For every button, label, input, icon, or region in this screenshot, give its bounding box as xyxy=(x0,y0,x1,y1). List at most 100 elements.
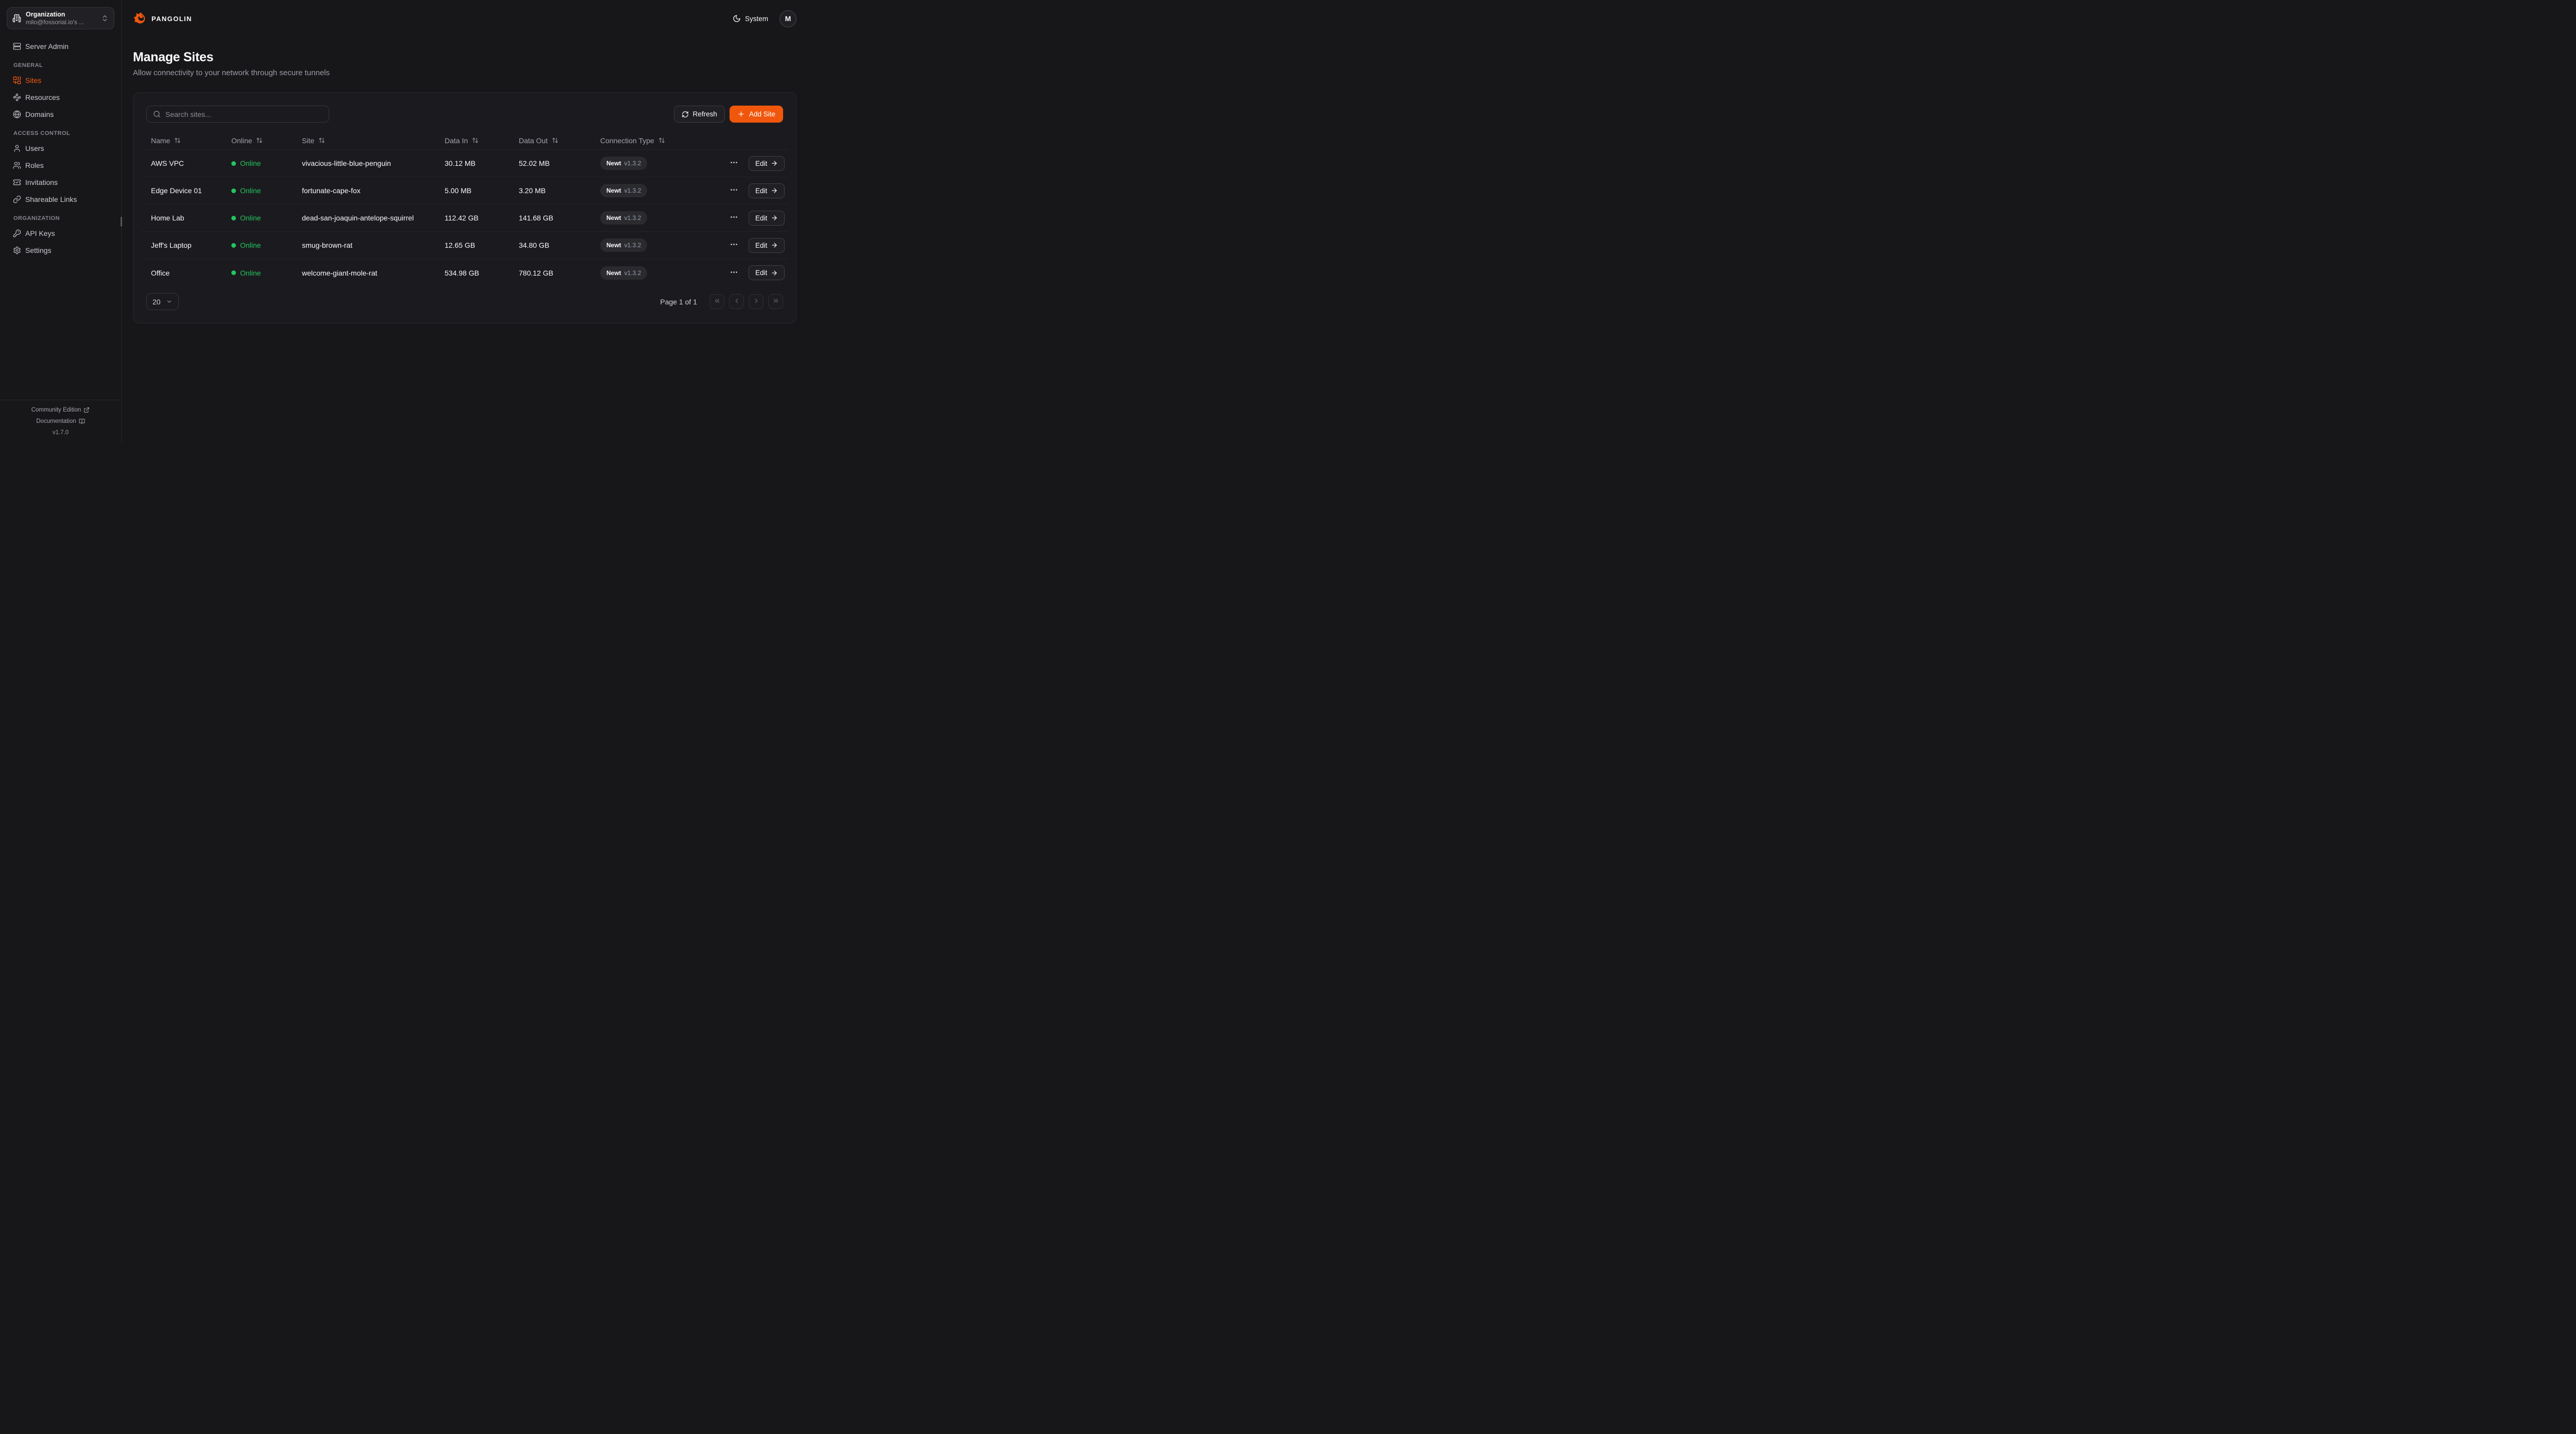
cell-online: Online xyxy=(222,214,293,222)
page-size-select[interactable]: 20 xyxy=(146,293,179,310)
edit-button[interactable]: Edit xyxy=(749,156,785,171)
connection-name: Newt xyxy=(606,187,621,194)
previous-page-button[interactable] xyxy=(729,294,744,309)
documentation-link[interactable]: Documentation xyxy=(36,418,85,424)
pager-buttons xyxy=(709,294,783,309)
sidebar-item-resources[interactable]: Resources xyxy=(7,89,114,106)
sidebar-item-api-keys[interactable]: API Keys xyxy=(7,225,114,242)
column-header-data-out[interactable]: Data Out xyxy=(510,136,591,145)
edit-button[interactable]: Edit xyxy=(749,183,785,198)
edit-button[interactable]: Edit xyxy=(749,265,785,280)
sites-table: Name Online Site Data In Data Out Connec… xyxy=(142,131,788,286)
sidebar-item-roles[interactable]: Roles xyxy=(7,157,114,174)
sidebar-item-label: Users xyxy=(25,144,44,152)
cell-online: Online xyxy=(222,159,293,167)
connection-name: Newt xyxy=(606,242,621,249)
cell-online: Online xyxy=(222,186,293,195)
row-menu-button[interactable] xyxy=(728,239,739,251)
row-menu-button[interactable] xyxy=(728,157,739,169)
edit-button-label: Edit xyxy=(755,241,768,249)
sidebar-item-label: Domains xyxy=(25,110,54,118)
refresh-icon xyxy=(682,111,689,118)
table-row: Office Online welcome-giant-mole-rat 534… xyxy=(142,259,788,286)
sidebar-section-access-control: ACCESS CONTROL Users Roles Invitations S… xyxy=(7,131,114,208)
cell-name: Edge Device 01 xyxy=(151,186,202,195)
cell-data-in: 30.12 MB xyxy=(445,159,476,167)
cell-connection-type: Newt v1.3.2 xyxy=(591,157,719,170)
sidebar-item-label: Sites xyxy=(25,76,42,84)
cell-actions: Edit xyxy=(719,265,796,280)
sidebar-section-label: ACCESS CONTROL xyxy=(13,130,71,136)
cell-actions: Edit xyxy=(719,183,796,198)
row-menu-button[interactable] xyxy=(728,184,739,197)
online-status-dot xyxy=(231,161,236,166)
theme-toggle-button[interactable]: System xyxy=(733,14,768,23)
column-header-online[interactable]: Online xyxy=(222,136,293,145)
first-page-button[interactable] xyxy=(709,294,724,309)
brand[interactable]: PANGOLIN xyxy=(133,11,192,27)
connection-version: v1.3.2 xyxy=(624,242,641,249)
online-status-label: Online xyxy=(240,268,261,277)
next-page-button[interactable] xyxy=(749,294,764,309)
sidebar-item-settings[interactable]: Settings xyxy=(7,242,114,259)
sidebar-footer: Community Edition Documentation v1.7.0 xyxy=(0,400,121,443)
sidebar-section-label: GENERAL xyxy=(13,62,43,69)
edit-button[interactable]: Edit xyxy=(749,237,785,253)
search-icon xyxy=(153,110,161,118)
arrow-up-down-icon xyxy=(552,137,558,144)
sidebar-item-sites[interactable]: Sites xyxy=(7,72,114,89)
connection-name: Newt xyxy=(606,214,621,221)
ellipsis-icon xyxy=(730,158,738,168)
avatar[interactable]: M xyxy=(779,10,796,27)
sidebar-resize-handle[interactable] xyxy=(121,217,122,227)
add-site-button[interactable]: Add Site xyxy=(729,106,783,123)
community-edition-link[interactable]: Community Edition xyxy=(31,407,90,413)
cell-data-out: 34.80 GB xyxy=(519,241,550,249)
sidebar-item-shareable-links[interactable]: Shareable Links xyxy=(7,191,114,208)
external-link-icon xyxy=(83,407,90,413)
search-input[interactable] xyxy=(165,110,323,118)
row-menu-button[interactable] xyxy=(728,267,739,279)
arrow-up-down-icon xyxy=(174,137,181,144)
sidebar-item-users[interactable]: Users xyxy=(7,140,114,157)
topbar-right: System M xyxy=(733,10,796,27)
column-header-data-in[interactable]: Data In xyxy=(435,136,510,145)
online-status-dot xyxy=(231,243,236,248)
last-page-button[interactable] xyxy=(768,294,783,309)
settings-icon xyxy=(13,246,21,254)
org-switcher[interactable]: Organization milo@fossorial.io's ... xyxy=(7,7,114,29)
edit-button[interactable]: Edit xyxy=(749,210,785,226)
plus-icon xyxy=(737,110,745,118)
row-menu-button[interactable] xyxy=(728,212,739,224)
online-status-label: Online xyxy=(240,186,261,195)
sidebar-item-server-admin[interactable]: Server Admin xyxy=(7,38,114,55)
sidebar-item-invitations[interactable]: Invitations xyxy=(7,174,114,191)
sites-toolbar: Refresh Add Site xyxy=(133,106,796,123)
connection-type-badge: Newt v1.3.2 xyxy=(600,266,648,280)
sidebar-section-general: GENERAL Sites Resources Domains xyxy=(7,63,114,123)
connection-version: v1.3.2 xyxy=(624,214,641,221)
cell-connection-type: Newt v1.3.2 xyxy=(591,266,719,280)
refresh-button[interactable]: Refresh xyxy=(673,106,725,123)
cell-online: Online xyxy=(222,269,293,277)
sidebar-item-label: Server Admin xyxy=(25,42,69,50)
edit-button-label: Edit xyxy=(755,186,768,195)
cell-site: dead-san-joaquin-antelope-squirrel xyxy=(302,214,414,222)
cell-connection-type: Newt v1.3.2 xyxy=(591,211,719,225)
cell-data-in: 5.00 MB xyxy=(445,186,472,195)
chevron-right-icon xyxy=(753,297,760,306)
sidebar-section-organization: ORGANIZATION API Keys Settings xyxy=(7,216,114,259)
arrow-right-icon xyxy=(771,187,778,194)
column-header-connection-type[interactable]: Connection Type xyxy=(591,136,719,145)
sidebar-item-domains[interactable]: Domains xyxy=(7,106,114,123)
avatar-initial: M xyxy=(785,14,791,23)
combine-icon xyxy=(13,76,21,84)
column-header-site[interactable]: Site xyxy=(293,136,435,145)
arrow-right-icon xyxy=(771,269,778,277)
link-icon xyxy=(13,195,21,203)
documentation-label: Documentation xyxy=(36,418,76,424)
connection-name: Newt xyxy=(606,160,621,167)
cell-connection-type: Newt v1.3.2 xyxy=(591,238,719,252)
cell-data-out: 3.20 MB xyxy=(519,186,546,195)
column-header-name[interactable]: Name xyxy=(142,136,222,145)
